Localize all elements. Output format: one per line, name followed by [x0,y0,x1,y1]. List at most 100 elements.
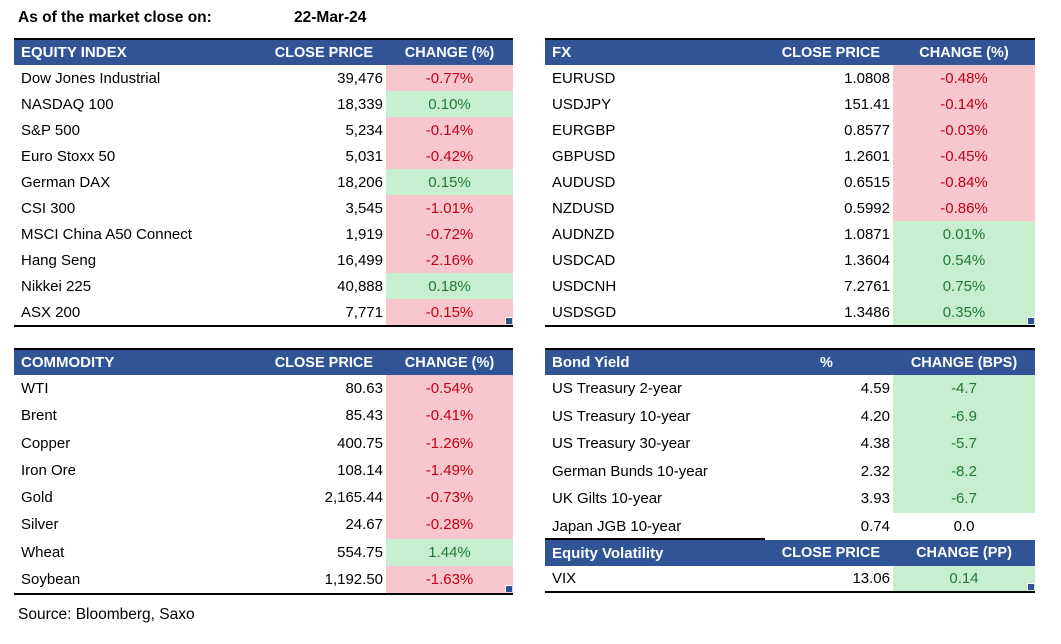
close-price: 4.38 [860,435,890,453]
change-value: -0.42% [386,143,513,169]
table-header-row: FX CLOSE PRICE CHANGE (%) [545,40,1035,65]
instrument-name: German DAX [21,173,111,191]
equity-index-panel: EQUITY INDEX CLOSE PRICE CHANGE (%) Dow Jon… [14,38,513,327]
close-price: 24.67 [345,516,383,534]
change-value: -0.14% [893,91,1035,117]
column-header-price: CLOSE PRICE [781,545,880,561]
bond-yield-table: Bond Yield% CHANGE (BPS) US Treasury 2-yea… [545,348,1035,540]
instrument-name: Hang Seng [21,251,97,269]
fill-handle-icon[interactable] [505,317,512,324]
table-row: USDSGD 1.3486 0.35% [545,299,1035,325]
table-row: USDJPY 151.41 -0.14% [545,91,1035,117]
change-value: -0.86% [893,195,1035,221]
table-row: Euro Stoxx 50 5,031 -0.42% [14,143,513,169]
close-price: 18,206 [337,173,383,191]
instrument-name: US Treasury 30-year [552,435,691,453]
close-price: 108.14 [337,461,383,479]
change-value: 1.44% [386,538,513,566]
close-price: 4.59 [860,380,890,398]
column-header-change: CHANGE (BPS) [910,354,1018,371]
change-value: -0.77% [386,65,513,91]
bond-volatility-panel: Bond Yield% CHANGE (BPS) US Treasury 2-yea… [545,348,1035,593]
table-title: Bond Yield [552,354,630,371]
table-row: GBPUSD 1.2601 -0.45% [545,143,1035,169]
instrument-name: Dow Jones Industrial [21,69,161,87]
change-value: -6.7 [893,485,1035,513]
table-header-row: Bond Yield% CHANGE (BPS) [545,350,1035,375]
instrument-name: US Treasury 10-year [552,407,691,425]
change-value: -1.63% [386,565,513,593]
instrument-name: EURUSD [552,69,616,87]
change-value: 0.35% [893,299,1035,325]
change-value: -0.48% [893,65,1035,91]
table-row: US Treasury 2-year 4.59 -4.7 [545,375,1035,403]
instrument-name: Silver [21,516,59,534]
table-title: EQUITY INDEX [21,44,127,61]
instrument-name: ASX 200 [21,303,81,321]
instrument-name: CSI 300 [21,199,76,217]
table-header-row: Equity Volatility CLOSE PRICE CHANGE (PP) [545,540,1035,566]
table-row: Dow Jones Industrial 39,476 -0.77% [14,65,513,91]
change-value: -4.7 [893,375,1035,403]
close-price: 1.3486 [844,303,890,321]
column-header-change: CHANGE (%) [404,44,495,61]
close-price: 39,476 [337,69,383,87]
close-price: 4.20 [860,407,890,425]
table-row: Nikkei 225 40,888 0.18% [14,273,513,299]
instrument-name: USDCAD [552,251,616,269]
close-price: 0.74 [860,517,890,535]
change-value: -0.45% [893,143,1035,169]
table-title: COMMODITY [21,354,115,371]
change-value: -8.2 [893,457,1035,485]
instrument-name: USDSGD [552,303,617,321]
table-row: German Bunds 10-year 2.32 -8.2 [545,457,1035,485]
instrument-name: S&P 500 [21,121,80,139]
instrument-name: VIX [552,570,577,587]
table-row: WTI 80.63 -0.54% [14,375,513,403]
close-price: 7,771 [345,303,383,321]
fill-handle-icon[interactable] [505,585,512,592]
table-row: VIX 13.06 0.14 [545,566,1035,591]
close-price: 400.75 [337,434,383,452]
fill-handle-icon[interactable] [1027,583,1034,590]
close-price: 5,234 [345,121,383,139]
change-value: -0.28% [386,511,513,539]
table-row: UK Gilts 10-year 3.93 -6.7 [545,485,1035,513]
close-price: 3.93 [860,490,890,508]
close-price: 1,192.50 [324,570,383,588]
instrument-name: UK Gilts 10-year [552,490,663,508]
table-row: Wheat 554.75 1.44% [14,538,513,566]
instrument-name: AUDNZD [552,225,615,243]
instrument-name: WTI [21,380,49,398]
instrument-name: Japan JGB 10-year [552,517,682,535]
close-price: 18,339 [337,95,383,113]
column-header-price: % [820,354,833,371]
instrument-name: Brent [21,407,57,425]
as-of-date: 22-Mar-24 [294,9,367,26]
table-title: FX [552,44,572,61]
table-header-row: COMMODITY CLOSE PRICE CHANGE (%) [14,350,513,375]
change-value: -2.16% [386,247,513,273]
change-value: -0.41% [386,402,513,430]
change-value: 0.14 [893,566,1035,591]
close-price: 40,888 [337,277,383,295]
table-row: Iron Ore 108.14 -1.49% [14,456,513,484]
as-of-label: As of the market close on: [18,9,212,26]
change-value: -0.73% [386,484,513,512]
close-price: 2.32 [860,462,890,480]
table-row: Copper 400.75 -1.26% [14,429,513,457]
fx-panel: FX CLOSE PRICE CHANGE (%) EURUSD 1.0808 -0.48… [545,38,1035,327]
instrument-name: USDJPY [552,95,612,113]
instrument-name: Gold [21,489,53,507]
instrument-name: US Treasury 2-year [552,380,683,398]
instrument-name: Soybean [21,570,81,588]
change-value: -1.49% [386,456,513,484]
fill-handle-icon[interactable] [1027,317,1034,324]
close-price: 0.6515 [844,173,890,191]
change-value: 0.15% [386,169,513,195]
change-value: -6.9 [893,402,1035,430]
table-row: Silver 24.67 -0.28% [14,511,513,539]
close-price: 1.2601 [844,147,890,165]
table-row: USDCAD 1.3604 0.54% [545,247,1035,273]
change-value: -0.72% [386,221,513,247]
